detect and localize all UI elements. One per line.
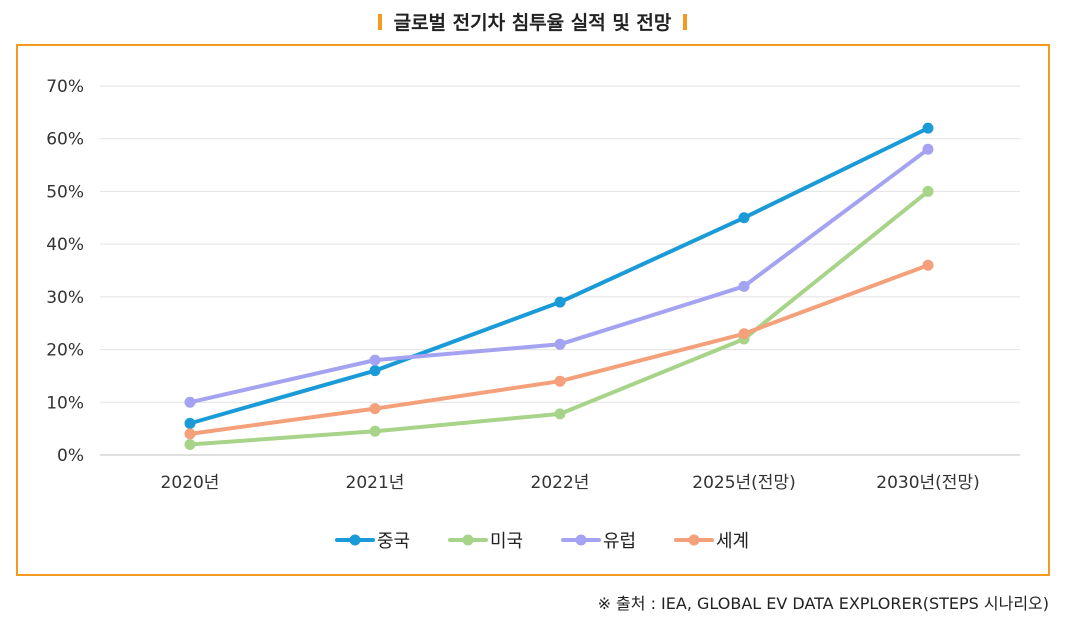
chart-title: 글로벌 전기차 침투율 실적 및 전망 bbox=[377, 8, 688, 35]
data-point bbox=[554, 408, 566, 420]
series-line-2 bbox=[188, 147, 930, 405]
data-point bbox=[922, 185, 934, 197]
y-tick-label: 20% bbox=[46, 341, 84, 361]
data-point bbox=[554, 338, 566, 350]
data-point bbox=[369, 354, 381, 366]
y-tick-label: 40% bbox=[46, 235, 84, 255]
legend-label: 중국 bbox=[377, 531, 410, 552]
data-point bbox=[184, 428, 196, 440]
x-tick-label: 2030년(전망) bbox=[876, 473, 979, 493]
y-tick-label: 30% bbox=[46, 288, 84, 308]
data-point bbox=[922, 143, 934, 155]
legend-marker bbox=[349, 534, 361, 546]
chart-title-text: 글로벌 전기차 침투율 실적 및 전망 bbox=[393, 12, 672, 34]
data-point bbox=[184, 417, 196, 429]
legend-marker bbox=[575, 534, 587, 546]
data-point bbox=[922, 259, 934, 271]
legend-label: 유럽 bbox=[603, 531, 636, 552]
chart-frame bbox=[16, 44, 1050, 576]
legend-marker bbox=[688, 534, 700, 546]
x-tick-label: 2022년 bbox=[531, 473, 590, 493]
data-point bbox=[554, 296, 566, 308]
legend-marker bbox=[462, 534, 474, 546]
y-tick-label: 10% bbox=[46, 393, 84, 413]
data-point bbox=[184, 438, 196, 450]
data-point bbox=[369, 365, 381, 377]
y-tick-label: 60% bbox=[46, 130, 84, 150]
y-tick-label: 0% bbox=[57, 446, 84, 466]
x-tick-label: 2025년(전망) bbox=[692, 473, 795, 493]
title-area: 글로벌 전기차 침투율 실적 및 전망 bbox=[0, 8, 1065, 35]
data-point bbox=[369, 403, 381, 415]
x-tick-label: 2020년 bbox=[161, 473, 220, 493]
title-right-marker bbox=[683, 13, 688, 30]
y-tick-label: 70% bbox=[46, 77, 84, 97]
y-tick-label: 50% bbox=[46, 182, 84, 202]
x-tick-label: 2021년 bbox=[346, 473, 405, 493]
data-point bbox=[184, 396, 196, 408]
data-point bbox=[738, 212, 750, 224]
data-point bbox=[554, 375, 566, 387]
data-point bbox=[369, 425, 381, 437]
source-note: ※ 출처 : IEA, GLOBAL EV DATA EXPLORER(STEP… bbox=[597, 594, 1049, 613]
data-point bbox=[922, 122, 934, 134]
legend-label: 미국 bbox=[490, 531, 523, 552]
data-point bbox=[738, 328, 750, 340]
data-point bbox=[738, 280, 750, 292]
legend-label: 세계 bbox=[716, 531, 749, 552]
title-left-marker bbox=[377, 13, 382, 30]
